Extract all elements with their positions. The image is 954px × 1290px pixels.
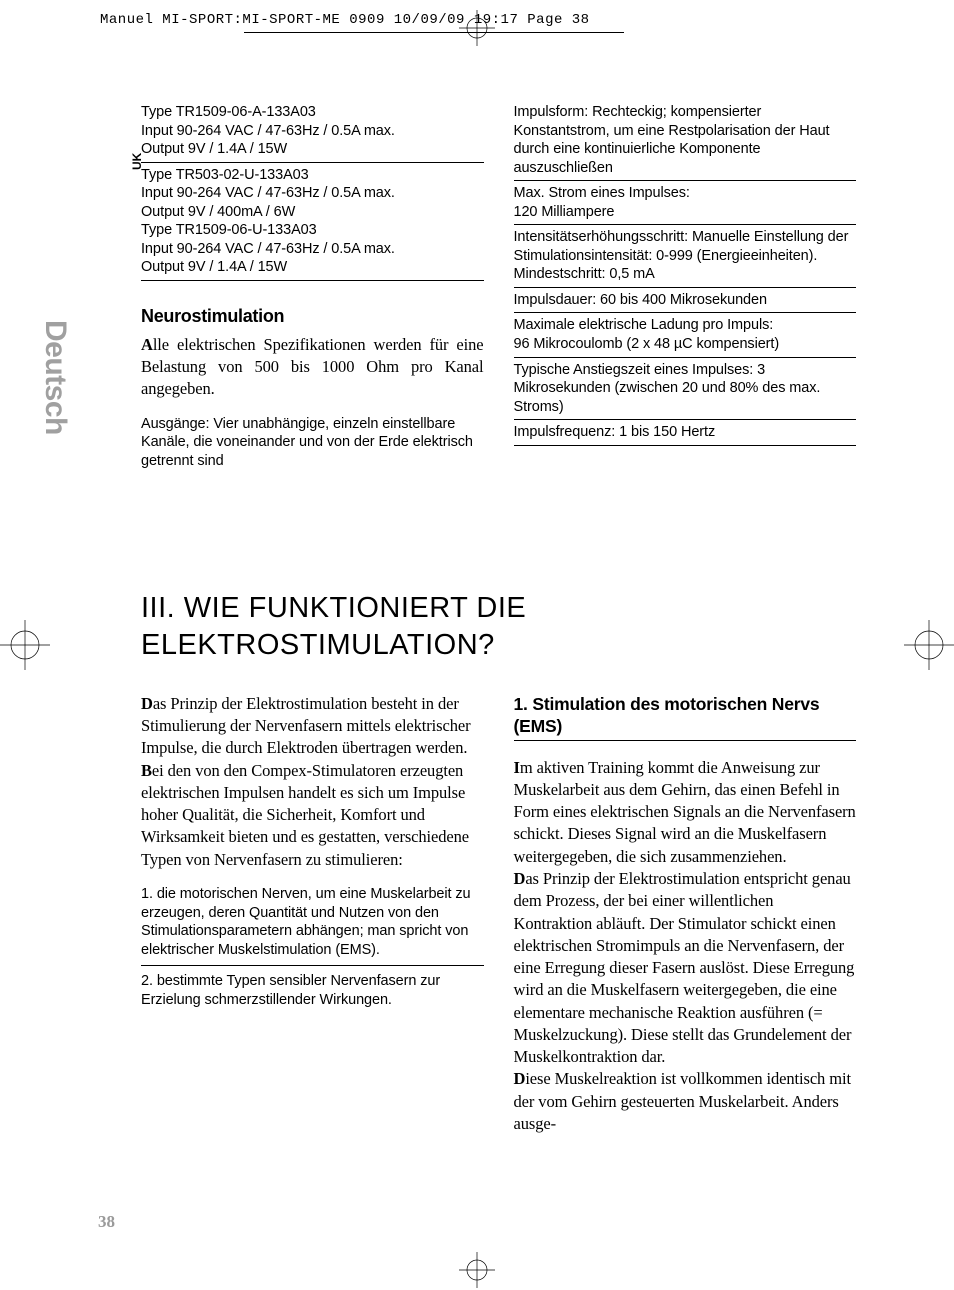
bottom-columns: Das Prinzip der Elektrostimulation beste… [141, 693, 856, 1135]
col-left: Type TR1509-06-A-133A03 Input 90-264 VAC… [141, 100, 484, 470]
spec-block: Impulsdauer: 60 bis 400 Mikrosekunden [514, 288, 857, 313]
text: iese Muskelreaktion ist vollkommen ident… [514, 1069, 851, 1133]
neuro-heading: Neurostimulation [141, 305, 484, 328]
neuro-lead: Alle elektrischen Spezifikationen werden… [141, 334, 484, 401]
spec-block: Impulsform: Rechteckig; kompensierter Ko… [514, 100, 857, 180]
chapter-title: III. WIE FUNKTIONIERT DIE ELEKTROSTIMULA… [141, 590, 856, 663]
divider [141, 280, 484, 281]
neuro-lead-text: lle elektrischen Spezifikationen werden … [141, 335, 484, 399]
spec-block: Max. Strom eines Impulses: 120 Milliampe… [514, 181, 857, 224]
page-number: 38 [98, 1212, 115, 1232]
col-right: Impulsform: Rechteckig; kompensierter Ko… [514, 100, 857, 470]
top-columns: Type TR1509-06-A-133A03 Input 90-264 VAC… [141, 100, 856, 470]
header-rule [244, 32, 624, 33]
ems-heading: 1. Stimulation des motorischen Nervs (EM… [514, 693, 857, 741]
registration-mark-left [0, 620, 50, 670]
ems-p2: Das Prinzip der Elektrostimulation entsp… [514, 868, 857, 1068]
ems-p1: Im aktiven Training kommt die Anweisung … [514, 757, 857, 868]
chapter-p2: Bei den von den Compex-Stimulatoren erze… [141, 760, 484, 871]
registration-mark-bottom [459, 1252, 495, 1288]
text: as Prinzip der Elektrostimulation entspr… [514, 869, 855, 1066]
page-content: Type TR1509-06-A-133A03 Input 90-264 VAC… [141, 100, 856, 1135]
print-header: Manuel MI-SPORT:MI-SPORT-ME 0909 10/09/0… [100, 12, 590, 28]
registration-mark-top [459, 10, 495, 46]
neuro-note: Ausgänge: Vier unabhängige, einzeln eins… [141, 415, 484, 471]
divider [141, 965, 484, 966]
divider [514, 445, 857, 446]
spec-block: Type TR1509-06-A-133A03 Input 90-264 VAC… [141, 100, 484, 162]
col-left-2: Das Prinzip der Elektrostimulation beste… [141, 693, 484, 1135]
list-item-1: 1. die motorischen Nerven, um eine Muske… [141, 885, 484, 959]
ems-p3: Diese Muskelreaktion ist vollkommen iden… [514, 1068, 857, 1135]
list-item-2: 2. bestimmte Typen sensibler Nervenfaser… [141, 972, 484, 1009]
spec-block: Maximale elektrische Ladung pro Impuls: … [514, 313, 857, 356]
spec-block: Typische Anstiegszeit eines Impulses: 3 … [514, 358, 857, 420]
text: as Prinzip der Elektrostimulation besteh… [141, 694, 470, 758]
language-tab: Deutsch [38, 320, 72, 435]
text: ei den von den Compex-Stimulatoren erzeu… [141, 761, 469, 869]
text: m aktiven Training kommt die Anweisung z… [514, 758, 856, 866]
spec-block: Intensitätserhöhungsschritt: Manuelle Ei… [514, 225, 857, 287]
chapter-p1: Das Prinzip der Elektrostimulation beste… [141, 693, 484, 760]
spec-block: Type TR503-02-U-133A03 Input 90-264 VAC … [141, 163, 484, 280]
registration-mark-right [904, 620, 954, 670]
col-right-2: 1. Stimulation des motorischen Nervs (EM… [514, 693, 857, 1135]
spec-block: Impulsfrequenz: 1 bis 150 Hertz [514, 420, 857, 445]
